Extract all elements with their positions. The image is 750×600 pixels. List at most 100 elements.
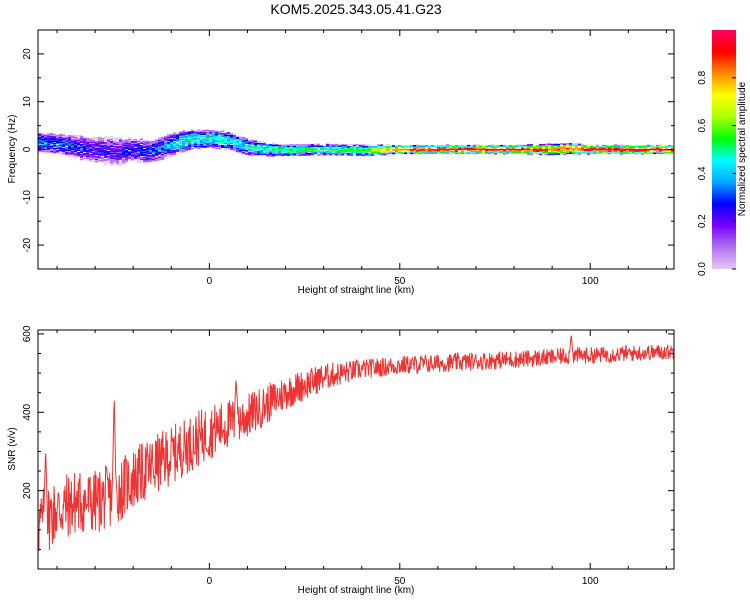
heatmap-cell <box>521 147 524 150</box>
heatmap-cell <box>599 150 602 152</box>
heatmap-cell <box>158 153 161 155</box>
heatmap-cell <box>38 145 41 147</box>
heatmap-cell <box>260 154 263 157</box>
heatmap-cell <box>143 160 146 163</box>
heatmap-cell <box>98 148 101 150</box>
heatmap-cell <box>581 150 584 152</box>
heatmap-cell <box>38 151 41 153</box>
heatmap-cell <box>47 140 50 143</box>
heatmap-cell <box>59 141 62 144</box>
heatmap-cell <box>86 137 89 140</box>
heatmap-cell <box>212 145 215 147</box>
heatmap-cell <box>305 154 308 156</box>
heatmap-cell <box>68 153 71 155</box>
heatmap-cell <box>98 139 101 141</box>
heatmap-cell <box>62 142 65 144</box>
heatmap-cell <box>239 137 242 139</box>
heatmap-cell <box>143 145 146 148</box>
heatmap-cell <box>158 142 161 144</box>
heatmap-cell <box>101 147 104 150</box>
heatmap-cell <box>383 153 386 156</box>
heatmap-cell <box>179 131 182 134</box>
heatmap-cell <box>107 138 110 141</box>
heatmap-cell <box>326 147 329 150</box>
heatmap-cell <box>173 139 176 141</box>
heatmap-cell <box>365 149 368 151</box>
heatmap-cell <box>182 136 185 138</box>
heatmap-cell <box>230 134 233 137</box>
heatmap-cell <box>212 135 215 137</box>
heatmap-cell <box>152 142 155 144</box>
heatmap-cell <box>209 135 212 137</box>
heatmap-cell <box>497 151 500 154</box>
heatmap-cell <box>284 146 287 148</box>
heatmap-cell <box>530 144 533 146</box>
heatmap-cell <box>392 152 395 155</box>
heatmap-cell <box>128 151 131 153</box>
heatmap-cell <box>332 150 335 153</box>
heatmap-cell <box>218 145 221 148</box>
heatmap-cell <box>224 137 227 140</box>
heatmap-cell <box>224 140 227 142</box>
heatmap-cell <box>74 149 77 151</box>
heatmap-cell <box>539 143 542 146</box>
heatmap-cell <box>113 142 116 145</box>
heatmap-cell <box>68 152 71 154</box>
spectrogram-heatmap <box>38 128 674 166</box>
heatmap-cell <box>626 148 629 151</box>
heatmap-cell <box>158 148 161 151</box>
heatmap-cell <box>494 150 497 153</box>
heatmap-cell <box>125 161 128 163</box>
heatmap-cell <box>488 145 491 147</box>
heatmap-cell <box>146 141 149 144</box>
heatmap-cell <box>149 150 152 153</box>
heatmap-cell <box>65 136 68 138</box>
heatmap-cell <box>512 151 515 154</box>
heatmap-cell <box>578 149 581 151</box>
heatmap-cell <box>530 152 533 154</box>
heatmap-cell <box>353 150 356 153</box>
heatmap-cell <box>83 140 86 142</box>
heatmap-cell <box>248 141 251 143</box>
heatmap-cell <box>161 154 164 156</box>
heatmap-cell <box>470 145 473 147</box>
heatmap-cell <box>515 151 518 154</box>
heatmap-cell <box>200 141 203 144</box>
heatmap-cell <box>503 145 506 147</box>
heatmap-cell <box>194 131 197 134</box>
heatmap-cell <box>68 146 71 149</box>
heatmap-cell <box>38 147 41 149</box>
heatmap-cell <box>611 150 614 153</box>
heatmap-cell <box>227 140 230 142</box>
heatmap-cell <box>341 151 344 153</box>
heatmap-cell <box>119 155 122 157</box>
heatmap-cell <box>158 136 161 139</box>
heatmap-cell <box>665 147 668 149</box>
heatmap-cell <box>665 148 668 151</box>
heatmap-cell <box>140 161 143 163</box>
heatmap-cell <box>251 139 254 142</box>
heatmap-cell <box>533 145 536 148</box>
heatmap-cell <box>155 146 158 148</box>
heatmap-cell <box>140 151 143 153</box>
heatmap-cell <box>611 148 614 151</box>
heatmap-cell <box>338 147 341 150</box>
heatmap-cell <box>167 142 170 144</box>
heatmap-cell <box>299 149 302 152</box>
heatmap-cell <box>167 148 170 151</box>
heatmap-cell <box>485 149 488 152</box>
heatmap-cell <box>299 148 302 150</box>
heatmap-cell <box>170 144 173 146</box>
heatmap-cell <box>419 146 422 149</box>
heatmap-cell <box>272 154 275 156</box>
heatmap-cell <box>122 158 125 161</box>
heatmap-cell <box>176 137 179 140</box>
heatmap-cell <box>287 151 290 153</box>
heatmap-cell <box>425 150 428 152</box>
colorbar-tick-label: 0.4 <box>697 166 708 180</box>
heatmap-cell <box>542 154 545 156</box>
heatmap-cell <box>128 152 131 155</box>
heatmap-cell <box>242 141 245 144</box>
heatmap-cell <box>452 151 455 154</box>
heatmap-cell <box>83 137 86 139</box>
